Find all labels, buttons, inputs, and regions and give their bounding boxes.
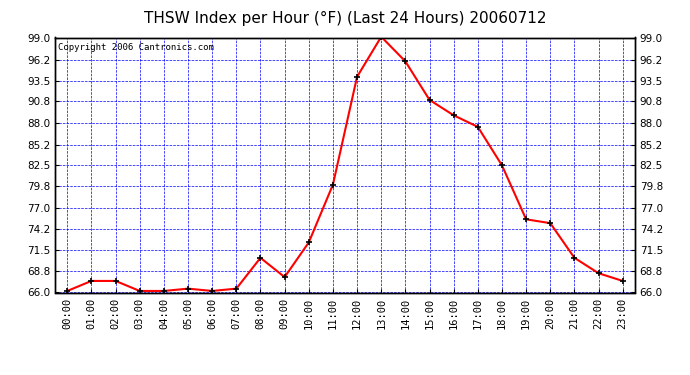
Text: THSW Index per Hour (°F) (Last 24 Hours) 20060712: THSW Index per Hour (°F) (Last 24 Hours)… xyxy=(144,11,546,26)
Text: Copyright 2006 Cantronics.com: Copyright 2006 Cantronics.com xyxy=(58,43,214,52)
